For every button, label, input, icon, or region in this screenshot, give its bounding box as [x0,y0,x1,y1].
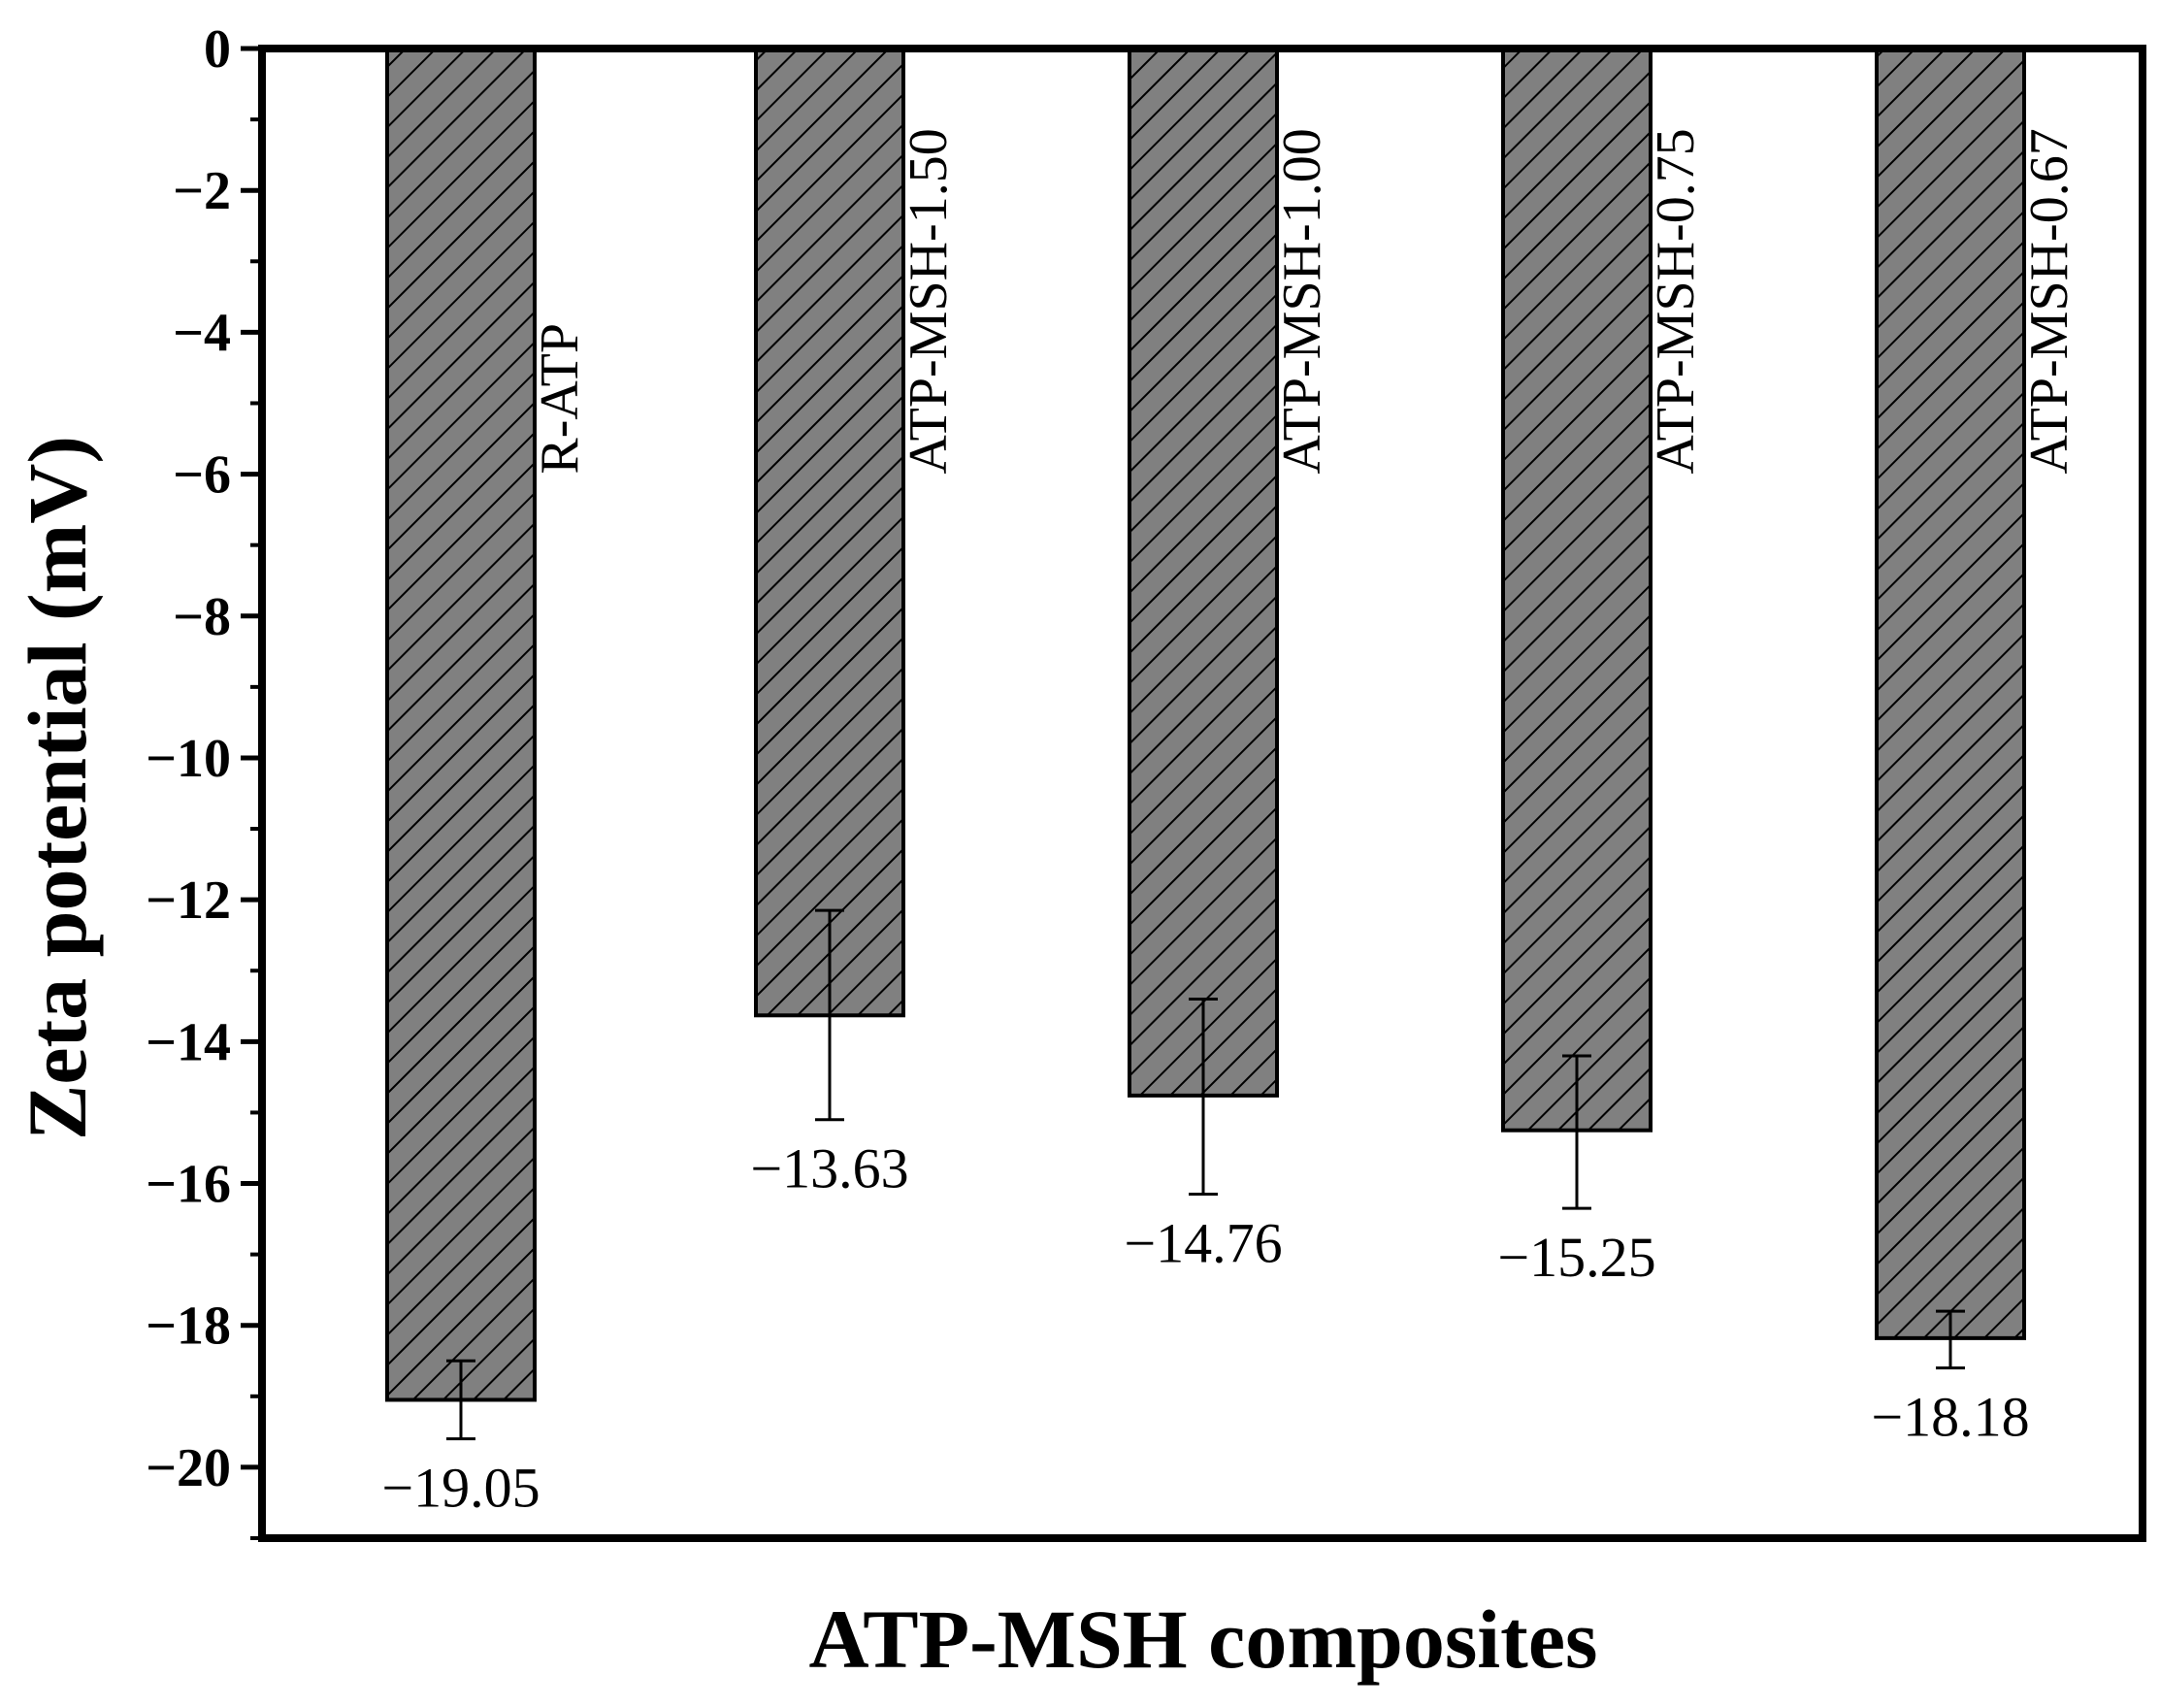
category-label-5: ATP-MSH-0.67 [2019,128,2079,474]
y-tick-label: −16 [146,1155,231,1215]
y-tick-label: −4 [173,303,231,363]
category-label-2: ATP-MSH-1.50 [899,128,959,474]
value-label-1: −19.05 [381,1457,540,1520]
y-tick-label: −12 [146,870,231,931]
value-label-2: −13.63 [750,1137,908,1200]
category-label-3: ATP-MSH-1.00 [1272,128,1332,474]
category-label-1: R-ATP [530,323,590,475]
bar-2 [754,47,905,1018]
y-axis-title: Zeta potential (mV) [11,436,104,1140]
y-tick-label: −18 [146,1297,231,1357]
plot-area: −19.05 R-ATP −13.63 ATP-MSH-1.50 −14.76 ATP-M… [146,19,2146,1542]
x-axis-title: ATP-MSH composites [809,1593,1598,1686]
bar-1 [385,47,537,1402]
y-tick-label: −10 [146,729,231,789]
value-label-3: −14.76 [1124,1211,1282,1274]
value-label-4: −15.25 [1497,1226,1655,1289]
y-tick-label: −14 [146,1012,231,1072]
bar-5 [1875,47,2026,1340]
y-tick-label: −2 [173,161,231,221]
category-label-4: ATP-MSH-0.75 [1646,128,1706,474]
plot-frame [258,45,2146,1542]
y-tick-label: −8 [173,587,231,647]
y-tick-label: 0 [204,19,231,80]
y-tick-label: −20 [146,1438,231,1498]
y-tick-label: −6 [173,445,231,506]
bar-3 [1128,47,1279,1098]
value-label-5: −18.18 [1871,1386,2029,1449]
bar-4 [1501,47,1653,1133]
